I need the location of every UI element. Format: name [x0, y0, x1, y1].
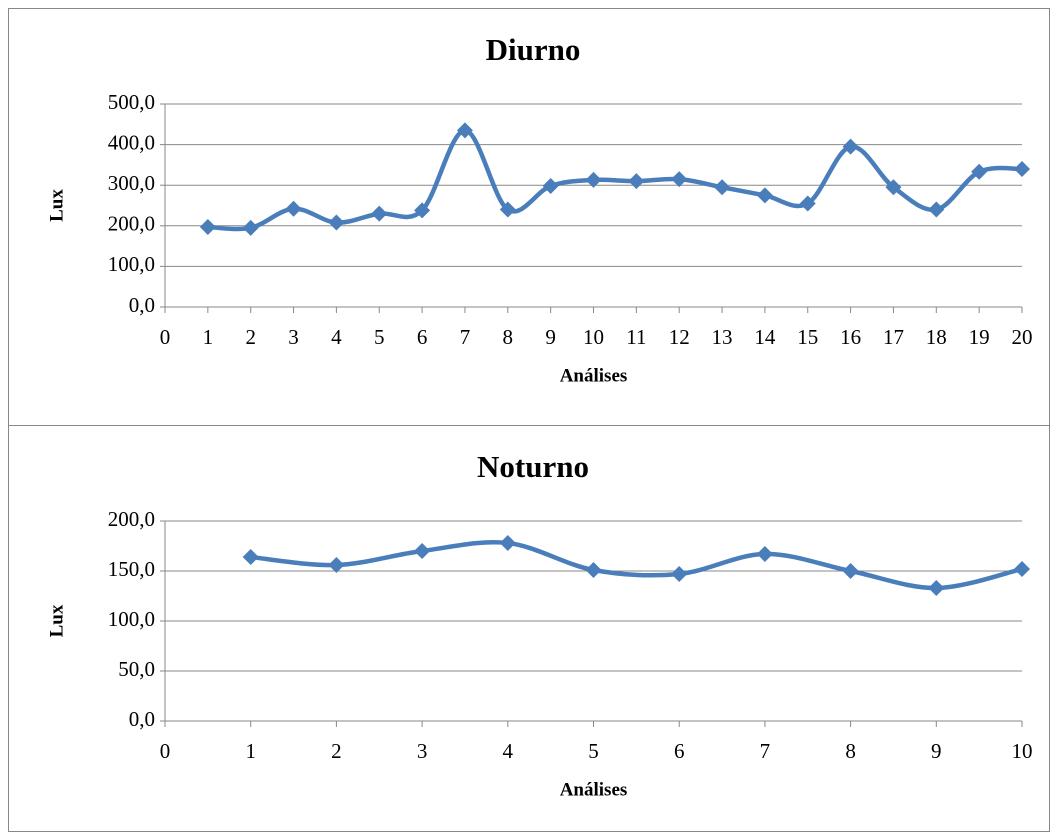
x-tick-label: 6	[417, 325, 428, 349]
x-tick-label: 16	[840, 325, 861, 349]
y-tick-label: 200,0	[108, 212, 155, 236]
y-tick-label: 0,0	[129, 707, 155, 731]
y-tick-label: 300,0	[108, 171, 155, 195]
x-tick-label: 8	[503, 325, 514, 349]
x-tick-label: 9	[545, 325, 556, 349]
data-point	[928, 201, 945, 218]
x-tick-label: 0	[160, 325, 171, 349]
data-point	[928, 580, 945, 596]
data-point	[414, 202, 431, 219]
x-tick-label: 7	[760, 739, 771, 763]
y-axis-label: Lux	[46, 189, 67, 222]
y-tick-label: 50,0	[118, 657, 155, 681]
data-line	[250, 540, 1023, 591]
x-tick-label: 17	[883, 325, 904, 349]
x-tick-label: 0	[160, 739, 171, 763]
data-point	[1014, 160, 1030, 177]
x-tick-label: 4	[331, 325, 342, 349]
data-point	[542, 178, 559, 195]
y-tick-label: 0,0	[129, 293, 155, 317]
data-point	[499, 201, 516, 218]
x-tick-label: 9	[931, 739, 942, 763]
x-tick-label: 13	[712, 325, 733, 349]
data-point	[242, 549, 259, 565]
y-tick-label: 500,0	[108, 90, 155, 114]
y-tick-label: 150,0	[108, 557, 155, 581]
data-point	[971, 163, 988, 180]
data-point	[414, 543, 431, 559]
x-axis-label: Análises	[560, 779, 628, 800]
y-tick-label: 100,0	[108, 607, 155, 631]
data-point	[328, 557, 345, 573]
x-tick-label: 5	[374, 325, 385, 349]
data-point	[671, 566, 688, 582]
data-point	[628, 173, 645, 190]
data-point	[842, 138, 859, 155]
y-tick-label: 100,0	[108, 252, 155, 276]
data-point	[1014, 561, 1030, 577]
data-point	[756, 187, 773, 204]
data-point	[671, 171, 688, 188]
data-point	[842, 563, 859, 579]
data-point	[456, 122, 473, 139]
x-tick-label: 2	[331, 739, 342, 763]
data-point	[285, 200, 302, 217]
chart-title: Noturno	[477, 449, 589, 484]
data-point	[371, 205, 388, 222]
data-line	[207, 128, 1023, 232]
x-tick-label: 5	[588, 739, 599, 763]
x-tick-label: 10	[583, 325, 604, 349]
data-point	[499, 535, 516, 551]
x-tick-label: 18	[926, 325, 947, 349]
x-tick-label: 10	[1012, 739, 1033, 763]
x-tick-label: 6	[674, 739, 685, 763]
x-tick-label: 8	[845, 739, 856, 763]
x-tick-label: 3	[417, 739, 428, 763]
x-tick-label: 2	[245, 325, 256, 349]
data-point	[199, 219, 216, 236]
data-point	[714, 179, 731, 196]
x-tick-label: 20	[1012, 325, 1033, 349]
data-point	[328, 214, 345, 231]
x-tick-label: 12	[669, 325, 690, 349]
x-tick-label: 15	[797, 325, 818, 349]
data-point	[756, 546, 773, 562]
x-tick-label: 19	[969, 325, 990, 349]
data-point	[242, 219, 259, 236]
x-tick-label: 14	[754, 325, 776, 349]
x-tick-label: 1	[245, 739, 256, 763]
y-tick-label: 200,0	[108, 507, 155, 531]
x-tick-label: 1	[203, 325, 214, 349]
y-tick-label: 400,0	[108, 130, 155, 154]
data-point	[799, 195, 816, 212]
chart-frame	[8, 425, 1050, 832]
data-point	[585, 171, 602, 188]
x-tick-label: 11	[626, 325, 646, 349]
chart-title: Diurno	[486, 32, 581, 67]
x-tick-label: 7	[460, 325, 471, 349]
y-axis-label: Lux	[46, 604, 67, 637]
data-point	[885, 179, 902, 196]
data-point	[585, 562, 602, 578]
x-tick-label: 4	[503, 739, 514, 763]
x-tick-label: 3	[288, 325, 299, 349]
x-axis-label: Análises	[560, 365, 628, 386]
